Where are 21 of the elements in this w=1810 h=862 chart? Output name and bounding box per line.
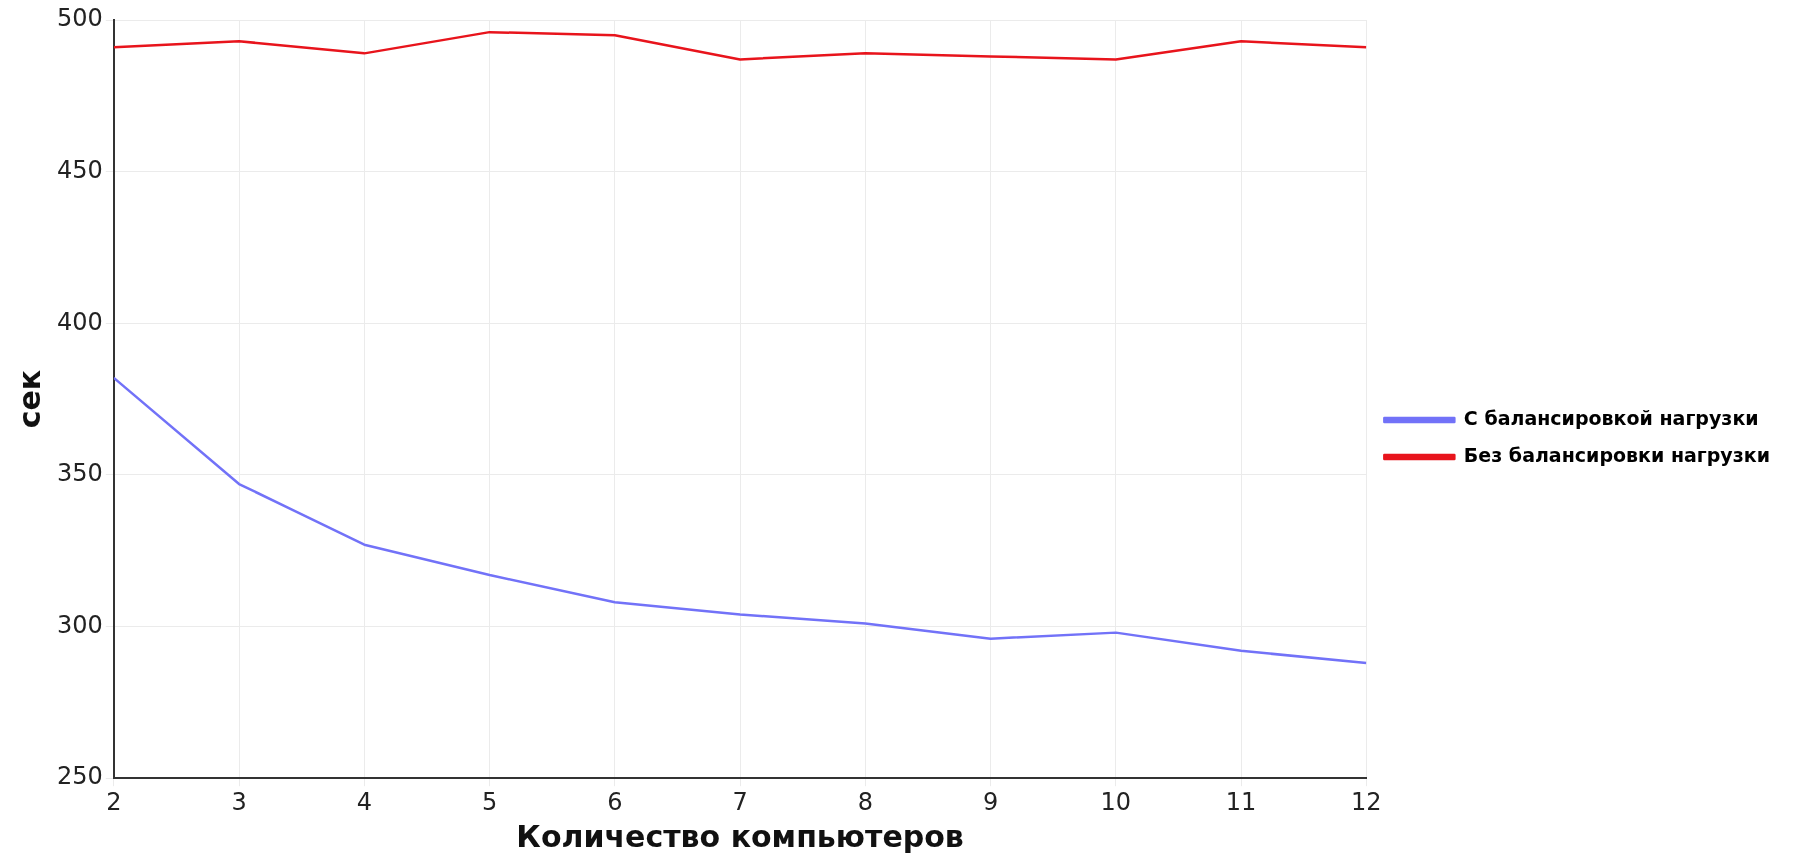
legend-label: С балансировкой нагрузки <box>1463 406 1759 429</box>
x-axis-title: Количество компьютеров <box>516 818 964 854</box>
x-tick-label: 3 <box>231 787 247 816</box>
x-tick-label: 4 <box>356 787 372 816</box>
y-tick-label: 250 <box>57 762 103 791</box>
y-tick-label: 500 <box>57 4 103 33</box>
legend-label: Без балансировки нагрузки <box>1463 443 1771 466</box>
y-tick-label: 350 <box>57 459 103 488</box>
x-tick-label: 8 <box>857 787 873 816</box>
x-tick-label: 6 <box>607 787 623 816</box>
y-axis-title: сек <box>11 369 47 429</box>
x-tick-label: 9 <box>982 787 999 816</box>
y-tick-label: 400 <box>57 307 103 336</box>
x-tick-label: 11 <box>1225 787 1257 816</box>
x-tick-label: 5 <box>481 787 498 816</box>
x-tick-label: 7 <box>732 787 748 816</box>
y-tick-label: 300 <box>57 610 103 639</box>
y-tick-label: 450 <box>57 155 103 184</box>
x-tick-label: 10 <box>1100 787 1132 816</box>
x-tick-label: 2 <box>106 787 122 816</box>
x-tick-label: 12 <box>1351 787 1382 816</box>
